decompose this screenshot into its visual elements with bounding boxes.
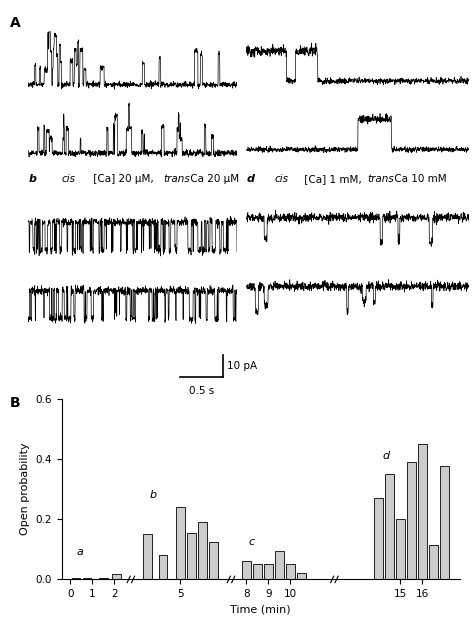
- Text: d: d: [383, 451, 390, 461]
- Bar: [275, 551, 283, 579]
- Bar: [143, 534, 152, 579]
- Bar: [83, 578, 91, 579]
- Text: 0.5 s: 0.5 s: [189, 386, 214, 396]
- Bar: [385, 474, 393, 579]
- Text: B: B: [9, 396, 20, 409]
- Bar: [407, 462, 416, 579]
- Bar: [429, 545, 438, 579]
- Text: trans: trans: [164, 174, 190, 184]
- Text: trans: trans: [367, 174, 394, 184]
- Text: Ca 20 μM: Ca 20 μM: [187, 174, 239, 184]
- Bar: [112, 574, 121, 579]
- X-axis label: Time (min): Time (min): [230, 605, 291, 615]
- Bar: [264, 564, 273, 579]
- Text: Ca 10 mM: Ca 10 mM: [391, 174, 447, 184]
- Bar: [187, 533, 196, 579]
- Bar: [297, 573, 306, 579]
- Text: [Ca] 1 mM,: [Ca] 1 mM,: [301, 174, 365, 184]
- Text: b: b: [150, 490, 157, 500]
- Text: A: A: [9, 16, 20, 29]
- Bar: [99, 578, 108, 579]
- Text: b: b: [28, 174, 36, 184]
- Bar: [440, 467, 448, 579]
- Text: cis: cis: [62, 174, 76, 184]
- Bar: [418, 444, 427, 579]
- Bar: [329, 399, 340, 579]
- Bar: [159, 555, 167, 579]
- Text: [Ca] 20 μM,: [Ca] 20 μM,: [90, 174, 157, 184]
- Bar: [226, 399, 237, 579]
- Bar: [286, 564, 294, 579]
- Bar: [176, 507, 184, 579]
- Bar: [253, 564, 262, 579]
- Text: cis: cis: [275, 174, 289, 184]
- Text: d: d: [246, 174, 255, 184]
- Bar: [72, 578, 80, 579]
- Text: 10 pA: 10 pA: [227, 361, 257, 371]
- Bar: [396, 519, 405, 579]
- Bar: [209, 542, 218, 579]
- Text: c: c: [248, 537, 255, 547]
- Bar: [242, 561, 251, 579]
- Y-axis label: Open probability: Open probability: [20, 443, 30, 535]
- Text: a: a: [77, 547, 84, 558]
- Bar: [374, 498, 383, 579]
- Bar: [126, 399, 137, 579]
- Bar: [198, 522, 207, 579]
